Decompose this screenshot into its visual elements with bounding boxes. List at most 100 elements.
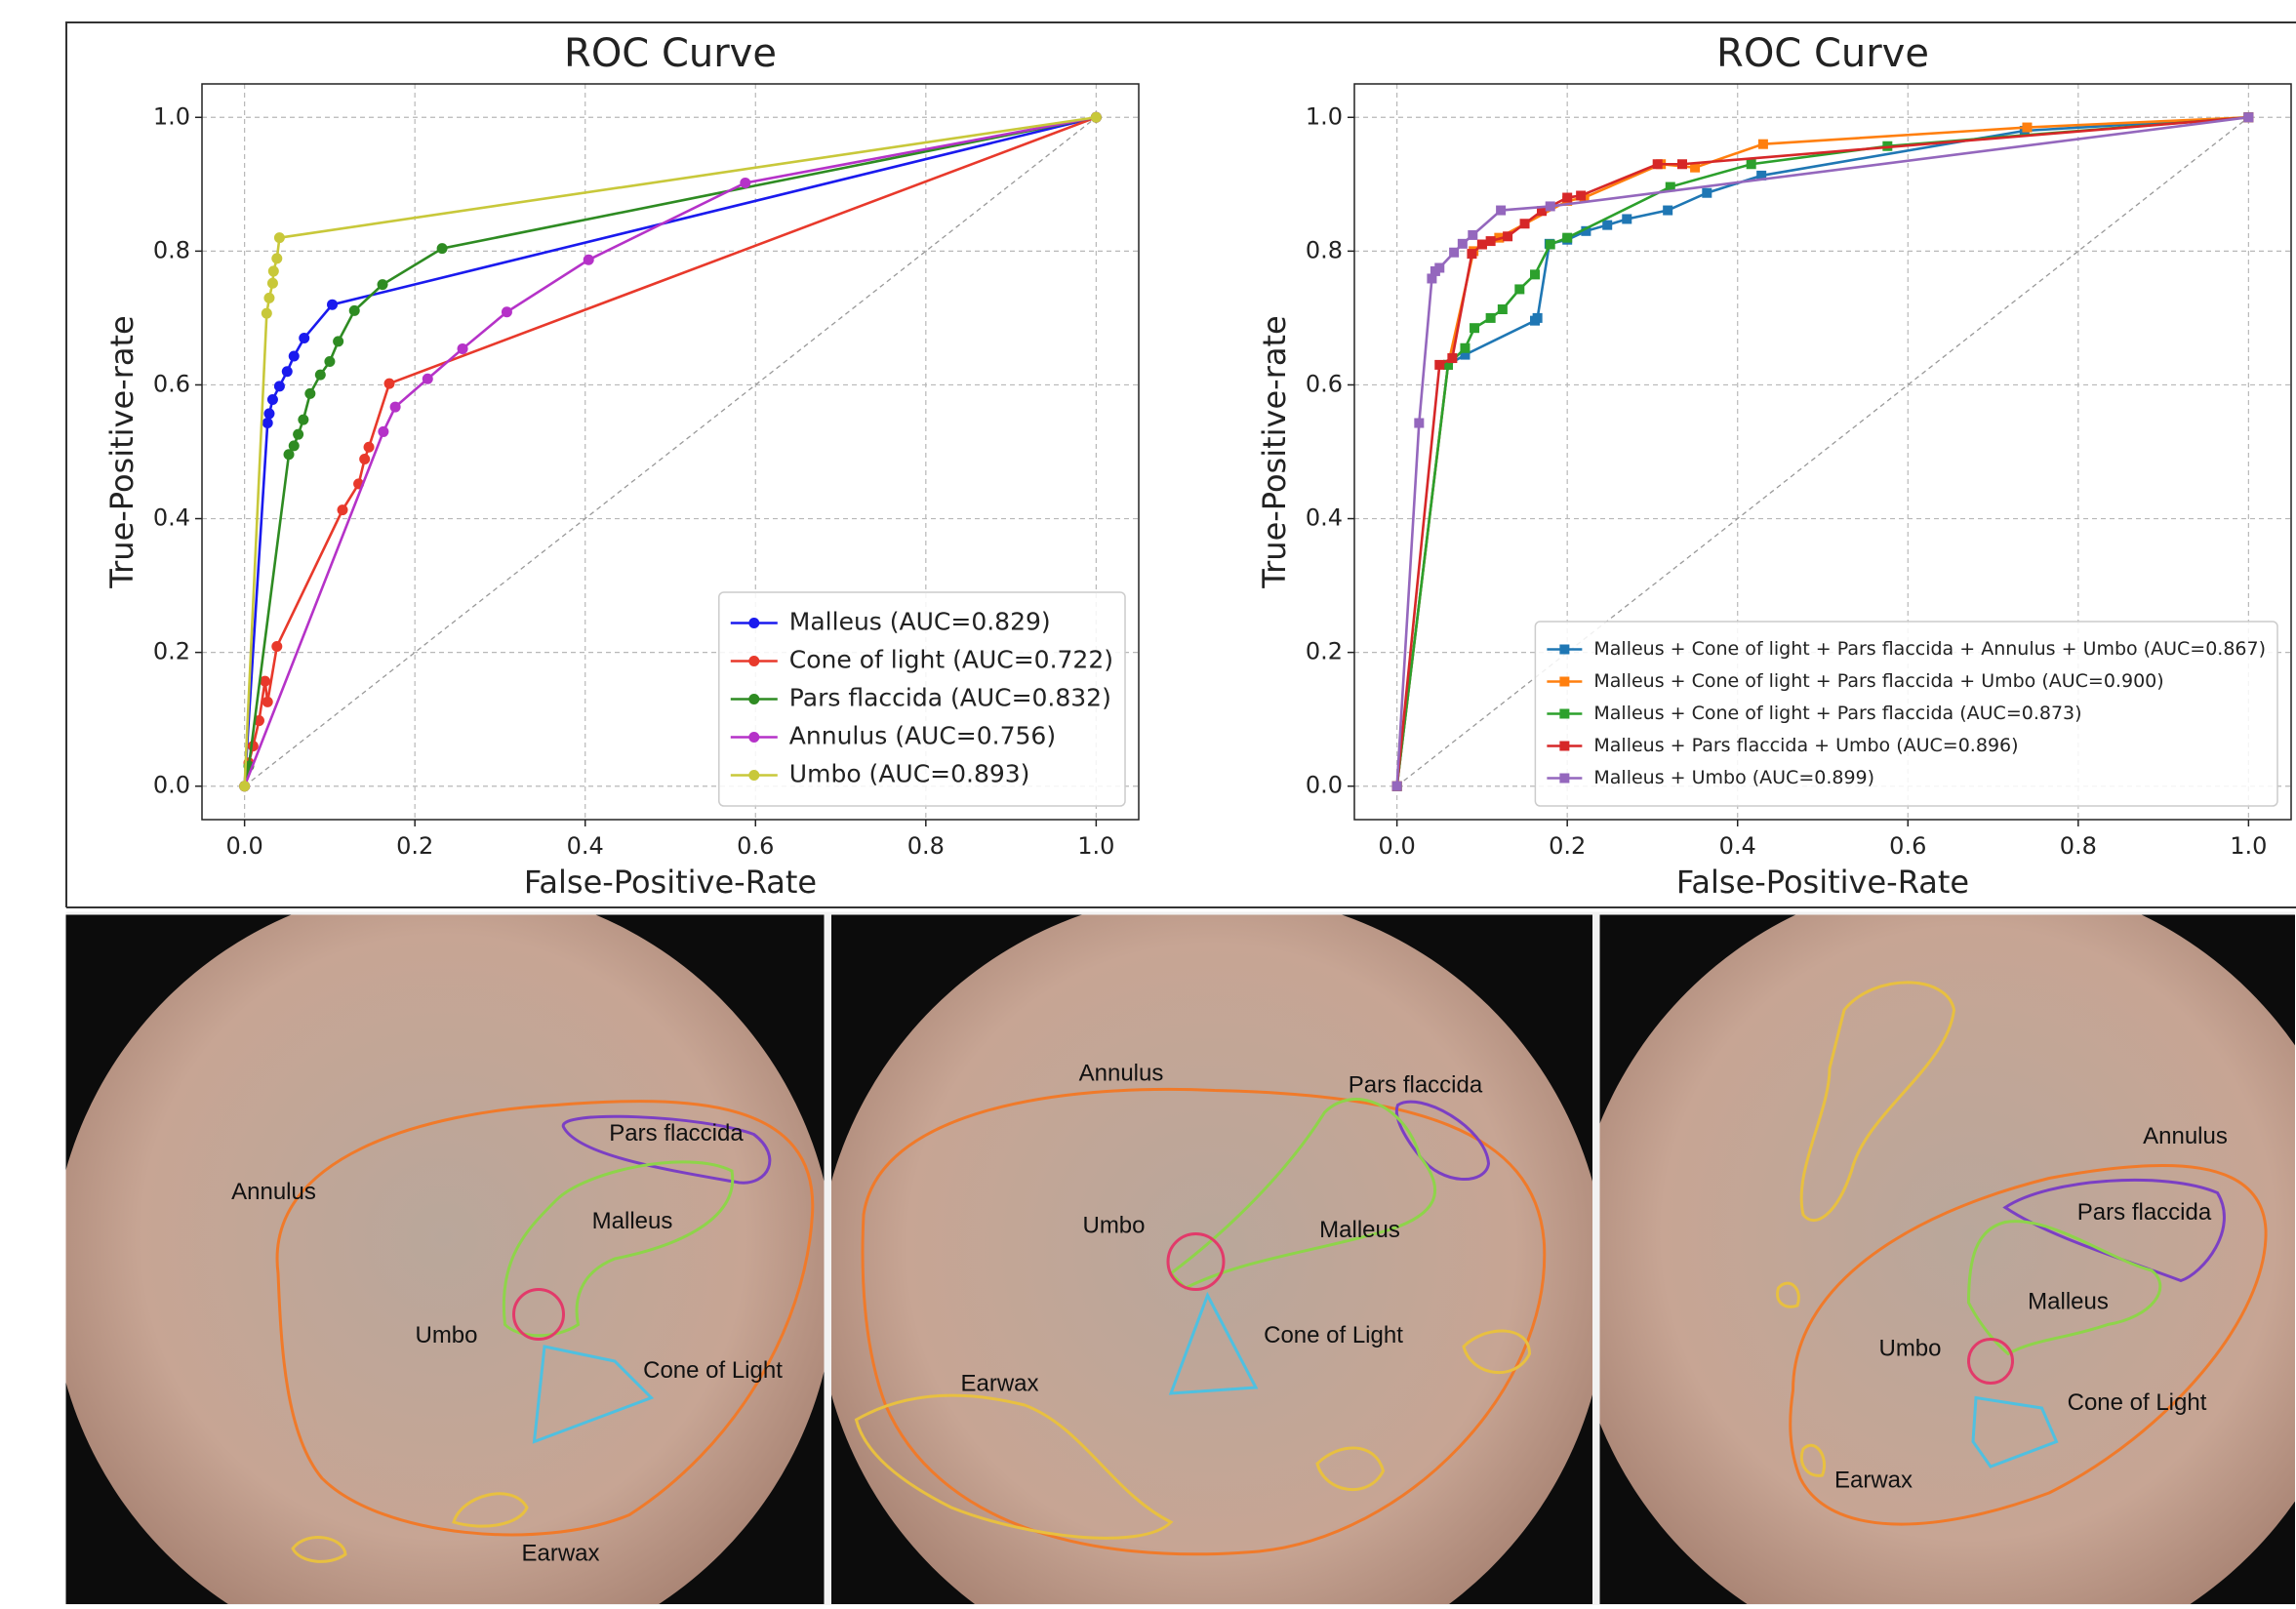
legend-label: Malleus + Umbo (AUC=0.899) [1593,767,1874,788]
data-point [1392,782,1402,791]
legend-marker [1559,677,1569,687]
y-tick-label: 0.6 [1306,370,1343,397]
data-point [1477,240,1487,250]
x-tick-label: 0.6 [737,832,774,860]
data-point [1747,159,1756,169]
data-point [262,418,273,428]
label: Earwax [521,1540,599,1566]
data-point [267,394,278,405]
label: Malleus [592,1208,673,1234]
photo-panel: Pars flaccida Annulus Malleus Umbo Cone … [52,875,2296,1605]
x-axis-label: False-Positive-Rate [1676,864,1969,901]
data-point [390,402,401,413]
y-tick-label: 0.0 [1306,772,1343,799]
legend-label: Malleus + Pars flaccida + Umbo (AUC=0.89… [1593,735,2018,756]
chart-title: ROC Curve [564,31,777,76]
legend-marker [748,618,759,628]
y-tick-label: 0.6 [153,370,190,397]
data-point [1702,188,1712,198]
figure: 0.0 0.2 0.4 0.6 0.8 1.0 0.0 0.2 0.4 0.6 0.8 1.0 ROC … [0,0,2296,1605]
label: Earwax [960,1370,1038,1396]
data-point [1486,313,1496,323]
x-tick-label: 0.0 [226,832,263,860]
data-point [1663,206,1672,216]
data-point [1514,284,1524,294]
data-point [1091,112,1102,123]
legend-label: Annulus (AUC=0.756) [789,722,1056,750]
data-point [1546,240,1555,250]
label: Malleus [1319,1217,1400,1243]
data-point [327,300,338,310]
data-point [458,343,468,354]
photo: Annulus Pars flaccida Malleus Umbo Cone … [1571,875,2296,1605]
legend-marker [748,770,759,781]
data-point [502,306,512,317]
data-point [584,255,594,265]
data-point [349,305,360,316]
legend-marker [748,732,759,743]
y-tick-label: 0.8 [1306,236,1343,263]
y-tick-label: 0.8 [153,236,190,263]
data-point [364,442,375,453]
data-point [1562,233,1572,243]
x-axis-label: False-Positive-Rate [524,864,817,901]
legend-marker [748,694,759,704]
y-tick-label: 0.4 [153,504,190,532]
legend-marker [1559,709,1569,719]
x-tick-label: 0.2 [396,832,433,860]
x-tick-label: 0.4 [1719,832,1756,860]
data-point [1434,360,1444,370]
data-point [1530,269,1540,279]
legend-label: Malleus + Cone of light + Pars flaccida … [1593,703,2081,724]
y-tick-label: 0.0 [153,772,190,799]
data-point [263,408,274,419]
data-point [304,388,315,399]
data-point [1414,419,1424,428]
data-point [1468,230,1477,240]
data-point [384,379,395,389]
x-tick-label: 0.0 [1379,832,1416,860]
data-point [1434,263,1444,273]
data-point [338,504,348,515]
data-point [324,356,335,367]
label: Annulus [2143,1123,2228,1149]
data-point [293,429,303,440]
data-point [274,232,285,243]
legend: Malleus + Cone of light + Pars flaccida … [1535,622,2277,806]
data-point [299,333,309,343]
data-point [333,336,343,346]
data-point [271,641,282,652]
label: Annulus [231,1179,316,1205]
photo: Annulus Pars flaccida Umbo Malleus Cone … [817,893,1607,1605]
legend-label: Malleus + Cone of light + Pars flaccida … [1593,670,2163,692]
label: Umbo [1082,1212,1145,1238]
legend-label: Malleus (AUC=0.829) [789,608,1051,636]
legend-label: Malleus + Cone of light + Pars flaccida … [1593,638,2266,660]
data-point [1562,193,1572,203]
data-point [378,426,388,437]
x-tick-label: 0.4 [567,832,604,860]
data-point [289,350,300,361]
data-point [740,178,750,188]
x-tick-label: 1.0 [2230,832,2267,860]
y-tick-label: 1.0 [1306,102,1343,130]
data-point [378,279,388,290]
x-tick-label: 1.0 [1077,832,1114,860]
data-point [1467,249,1476,259]
data-point [1520,219,1530,228]
label: Pars flaccida [2077,1199,2212,1226]
data-point [1758,140,1768,149]
label: Cone of Light [643,1357,783,1384]
y-tick-label: 0.4 [1306,504,1343,532]
data-point [1576,190,1586,200]
data-point [1677,159,1687,169]
data-point [1653,159,1663,169]
data-point [1486,236,1496,246]
data-point [1602,221,1612,230]
label: Cone of Light [2068,1389,2207,1416]
label: Cone of Light [1264,1322,1403,1348]
data-point [1449,248,1459,258]
y-tick-label: 0.2 [153,638,190,665]
label: Umbo [415,1322,477,1348]
